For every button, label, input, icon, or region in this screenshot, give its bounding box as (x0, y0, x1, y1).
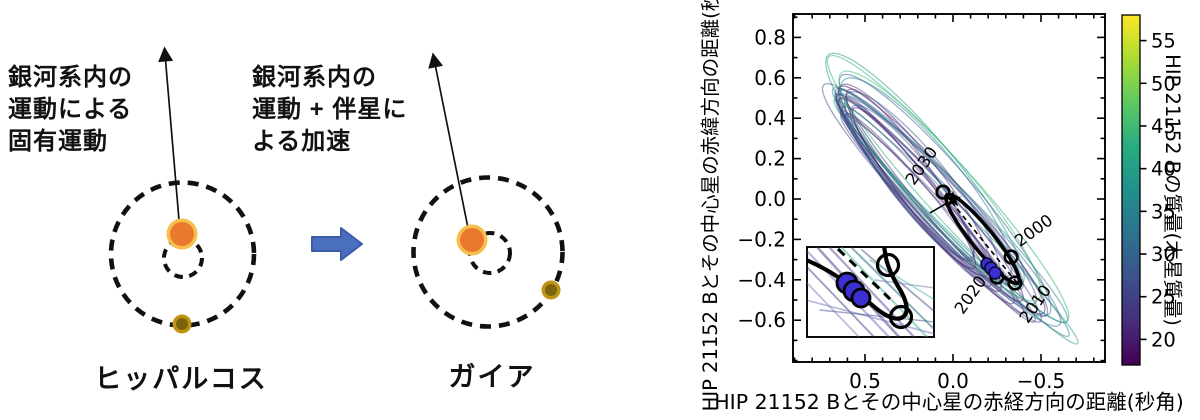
epoch-marker-2030 (935, 184, 951, 200)
colorbar-tick-label: 30 (1151, 243, 1176, 266)
caption-line: 運動 + 伴星に (252, 96, 408, 123)
colorbar-tick-label: 45 (1151, 115, 1176, 138)
caption-line: 運動による (8, 96, 133, 123)
colorbar-tick-label: 50 (1151, 72, 1176, 95)
y-axis-label: HIP 21152 Bとその中心星の赤緯方向の距離(秒角) (700, 0, 722, 411)
y-tick-label: 0.2 (754, 147, 786, 171)
inset-apsidal-dashed-line (836, 247, 892, 301)
observation-point (988, 266, 1002, 280)
x-axis-label: HIP 21152 Bとその中心星の赤経方向の距離(秒角) (714, 390, 1184, 414)
epoch-marker-2010 (1007, 275, 1023, 291)
x-tick-label: 0.0 (937, 369, 969, 393)
proper-motion-arrow (158, 46, 181, 233)
caption-line: 銀河系内の (8, 64, 133, 91)
caption-line: 固有運動 (8, 128, 108, 155)
epoch-marker-2000 (1003, 249, 1019, 265)
zoom-inset (806, 246, 935, 338)
gaia-caption: 銀河系内の 運動 + 伴星に よる加速 (252, 62, 407, 158)
posterior-orbit-ellipse (835, 89, 1024, 291)
y-tick-label: 0.4 (754, 106, 786, 130)
star-pointer-line (929, 202, 948, 214)
inset-observation-point (850, 287, 872, 309)
colorbar: HIP 21152 Bの質量(木星質量) 20 25 30 35 40 45 50 55 (1121, 14, 1184, 366)
colorbar-tick-label: 20 (1151, 328, 1176, 351)
y-tick-label: −0.4 (737, 268, 786, 292)
x-tick-label: 0.5 (849, 369, 881, 393)
transition-block-arrow-icon (311, 227, 363, 261)
colorbar-tick-label: 35 (1151, 200, 1176, 223)
y-tick-label: 0.0 (754, 187, 786, 211)
colorbar-gradient (1121, 14, 1141, 366)
x-tick-label: −0.5 (1017, 369, 1066, 393)
caption-line: よる加速 (252, 128, 352, 155)
outer-orbit-dashed-circle (108, 180, 257, 328)
posterior-orbit-ellipse (838, 70, 1042, 302)
hipparcos-system (108, 46, 257, 334)
inner-orbit-dashed-circle (162, 237, 204, 279)
caption-line: 銀河系内の (252, 64, 377, 91)
apsidal-dashed-line (945, 194, 1018, 284)
central-star-marker: ★ (943, 188, 963, 213)
gaia-system (411, 52, 565, 329)
y-tick-label: 0.6 (754, 66, 786, 90)
accelerated-motion-arrow (428, 52, 469, 229)
colorbar-label: HIP 21152 Bの質量(木星質量) (1161, 54, 1184, 326)
colorbar-tick-label: 55 (1151, 30, 1176, 53)
axes-frame: 0.5 0.0 −0.5 0.8 0.6 0.4 0.2 0.0 −0.2 −0.4 −0.6 (737, 13, 1106, 393)
colorbar-tick-label: 25 (1151, 286, 1176, 309)
gaia-label: ガイア (448, 362, 536, 392)
colorbar-tick-label: 40 (1151, 158, 1176, 181)
inset-epoch-circle (875, 252, 901, 278)
epoch-year-label: 2000 (1011, 211, 1056, 251)
plot-border (792, 13, 1106, 363)
hipparcos-label: ヒッパルコス (94, 364, 268, 394)
host-star (170, 222, 194, 246)
hipparcos-caption: 銀河系内の 運動による 固有運動 (8, 62, 133, 158)
inset-epoch-circle (888, 304, 914, 330)
y-tick-label: 0.8 (754, 25, 786, 49)
companion-star (176, 318, 188, 330)
epoch-year-label: 2020 (951, 272, 991, 317)
inset-content (807, 247, 934, 337)
companion-star (545, 284, 557, 296)
outer-orbit-dashed-circle (411, 175, 565, 329)
host-star (460, 228, 484, 252)
y-tick-label: −0.6 (737, 308, 786, 332)
y-tick-label: −0.2 (737, 227, 786, 251)
best-fit-orbit-ellipse (944, 192, 1022, 286)
posterior-orbit-ellipse (849, 104, 975, 260)
orbit-diagram-svg (108, 46, 565, 334)
